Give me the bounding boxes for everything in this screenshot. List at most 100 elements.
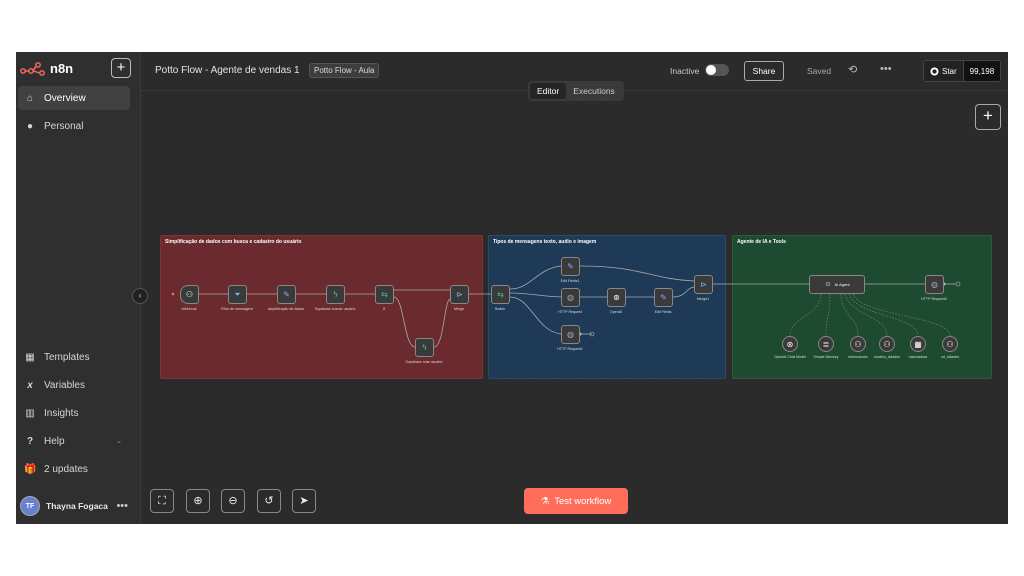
zoom-out-icon: ⊖: [228, 495, 238, 507]
user-icon: ●: [26, 120, 34, 132]
test-workflow-label: Test workflow: [554, 495, 612, 507]
node-edit-fields[interactable]: ✎: [654, 288, 673, 307]
node-label: HTTP Request: [558, 310, 582, 314]
insights-icon: ▥: [25, 407, 35, 419]
node-informacoes[interactable]: ⚇: [850, 336, 866, 352]
sidebar-item-label: Overview: [44, 92, 86, 104]
node-filtro[interactable]: ⏷: [228, 285, 247, 304]
github-star-button[interactable]: Star 99,198: [923, 60, 1002, 82]
sidebar-item-label: Insights: [44, 407, 79, 419]
more-options-icon[interactable]: •••: [880, 63, 892, 75]
node-label: informacoes: [848, 355, 868, 359]
node-label: Filtro de mensagem: [221, 307, 253, 311]
sidebar-item-label: Help: [44, 435, 65, 447]
variables-icon: x: [27, 379, 33, 391]
node-switch[interactable]: ⇆: [491, 285, 510, 304]
tab-editor[interactable]: Editor: [530, 83, 567, 99]
zoom-in-button[interactable]: ⊕: [186, 489, 210, 513]
sticky-title: Tipos de mensagens texto, audio e imagem: [493, 239, 597, 245]
tab-executions[interactable]: Executions: [573, 86, 615, 96]
node-http-request[interactable]: ◍: [561, 288, 580, 307]
node-label: OpenAI: [609, 310, 623, 314]
create-button[interactable]: +: [111, 58, 131, 78]
toggle-knob: [706, 65, 716, 75]
avatar: TF: [20, 496, 40, 516]
n8n-logo[interactable]: n8n: [20, 61, 73, 76]
node-ai-agent[interactable]: ☺ AI Agent: [809, 275, 865, 294]
sidebar-item-templates[interactable]: ▦ Templates: [18, 345, 130, 369]
sticky-note-messages[interactable]: Tipos de mensagens texto, audio e imagem: [488, 235, 726, 379]
sidebar-item-label: Personal: [44, 120, 84, 132]
node-openai[interactable]: ⊛: [607, 288, 626, 307]
workflow-tag[interactable]: Potto Flow - Aula: [309, 63, 380, 78]
brand-name: n8n: [50, 61, 74, 76]
node-label: Supabase criar usuário: [405, 360, 443, 364]
sidebar-item-insights[interactable]: ▥ Insights: [18, 401, 130, 425]
zoom-in-icon: ⊕: [193, 495, 203, 507]
sticky-title: Simplificação de dados com busca e cadas…: [165, 239, 302, 245]
sidebar-item-variables[interactable]: x Variables: [18, 373, 130, 397]
user-name: Thayna Fogaca: [46, 501, 108, 511]
more-icon[interactable]: •••: [116, 500, 128, 512]
fit-view-button[interactable]: ⛶: [150, 489, 174, 513]
node-label: OpenAI Chat Model: [774, 355, 806, 359]
node-label: url_cidades: [940, 355, 960, 359]
node-http-request2[interactable]: ◍: [925, 275, 944, 294]
node-supabase-criar[interactable]: ϟ: [415, 338, 434, 357]
node-label: Edit Fields: [654, 310, 672, 314]
node-label: HTTP Request2: [921, 297, 947, 301]
view-tabs: Editor Executions: [528, 81, 624, 101]
github-star-count: 99,198: [962, 61, 1001, 81]
workflow-title[interactable]: Potto Flow - Agente de vendas 1: [155, 65, 300, 76]
sidebar-item-label: 2 updates: [44, 463, 88, 475]
node-label: Merge: [453, 307, 465, 311]
node-modelo-cidades[interactable]: ⚇: [879, 336, 895, 352]
flask-icon: ⚗: [540, 495, 550, 507]
share-button[interactable]: Share: [744, 61, 784, 81]
sidebar-item-help[interactable]: ? Help ⌄: [18, 429, 130, 453]
node-http-request1[interactable]: ◍: [561, 325, 580, 344]
sidebar-item-personal[interactable]: ● Personal: [18, 114, 130, 138]
node-simplificacao[interactable]: ✎: [277, 285, 296, 304]
saved-status: Saved: [807, 66, 832, 76]
cursor-icon: ➤: [299, 495, 309, 507]
node-label: Edit Fields1: [560, 279, 580, 283]
node-label: calculadora: [908, 355, 928, 359]
tidy-up-button[interactable]: ➤: [292, 489, 316, 513]
node-merge1[interactable]: ⊳: [694, 275, 713, 294]
home-icon: ⌂: [26, 92, 34, 104]
github-icon: [930, 66, 939, 76]
node-calculadora[interactable]: ▦: [910, 336, 926, 352]
github-star-section: Star: [924, 61, 963, 81]
history-icon[interactable]: ⟲: [848, 64, 858, 76]
gift-icon: 🎁: [24, 463, 37, 475]
node-label: If: [383, 307, 385, 311]
test-workflow-button[interactable]: ⚗ Test workflow: [524, 488, 628, 514]
node-label: AI Agent: [834, 282, 850, 287]
sidebar-item-label: Templates: [44, 351, 90, 363]
sidebar-item-updates[interactable]: 🎁 2 updates: [18, 457, 130, 481]
node-label: Supabase buscar usuário: [314, 307, 356, 311]
github-star-label: Star: [942, 66, 957, 76]
n8n-app: n8n + ⌂ Overview ● Personal ▦ Templates …: [16, 52, 1008, 524]
node-supabase-buscar[interactable]: ϟ: [326, 285, 345, 304]
user-menu[interactable]: TF Thayna Fogaca •••: [20, 496, 132, 516]
undo-icon: ↺: [264, 495, 274, 507]
collapse-sidebar-button[interactable]: ‹: [132, 288, 148, 304]
node-simple-memory[interactable]: ≣: [818, 336, 834, 352]
zoom-out-button[interactable]: ⊖: [221, 489, 245, 513]
node-webhook[interactable]: ⚇: [180, 285, 199, 304]
sidebar-item-overview[interactable]: ⌂ Overview: [18, 86, 130, 110]
sticky-note-agent[interactable]: Agente de IA e Tools: [732, 235, 992, 379]
node-openai-chat[interactable]: ⊛: [782, 336, 798, 352]
workflow-canvas[interactable]: + Simplificação de dados com busca e cad…: [141, 91, 1008, 524]
node-label: modelo_cidades: [873, 355, 901, 359]
active-status-label: Inactive: [670, 66, 700, 76]
node-edit-fields1[interactable]: ✎: [561, 257, 580, 276]
node-merge[interactable]: ⊳: [450, 285, 469, 304]
add-node-button[interactable]: +: [975, 104, 1001, 130]
reset-zoom-button[interactable]: ↺: [257, 489, 281, 513]
node-url-cidades[interactable]: ⚇: [942, 336, 958, 352]
node-if[interactable]: ⇆: [375, 285, 394, 304]
active-toggle[interactable]: [705, 64, 729, 76]
